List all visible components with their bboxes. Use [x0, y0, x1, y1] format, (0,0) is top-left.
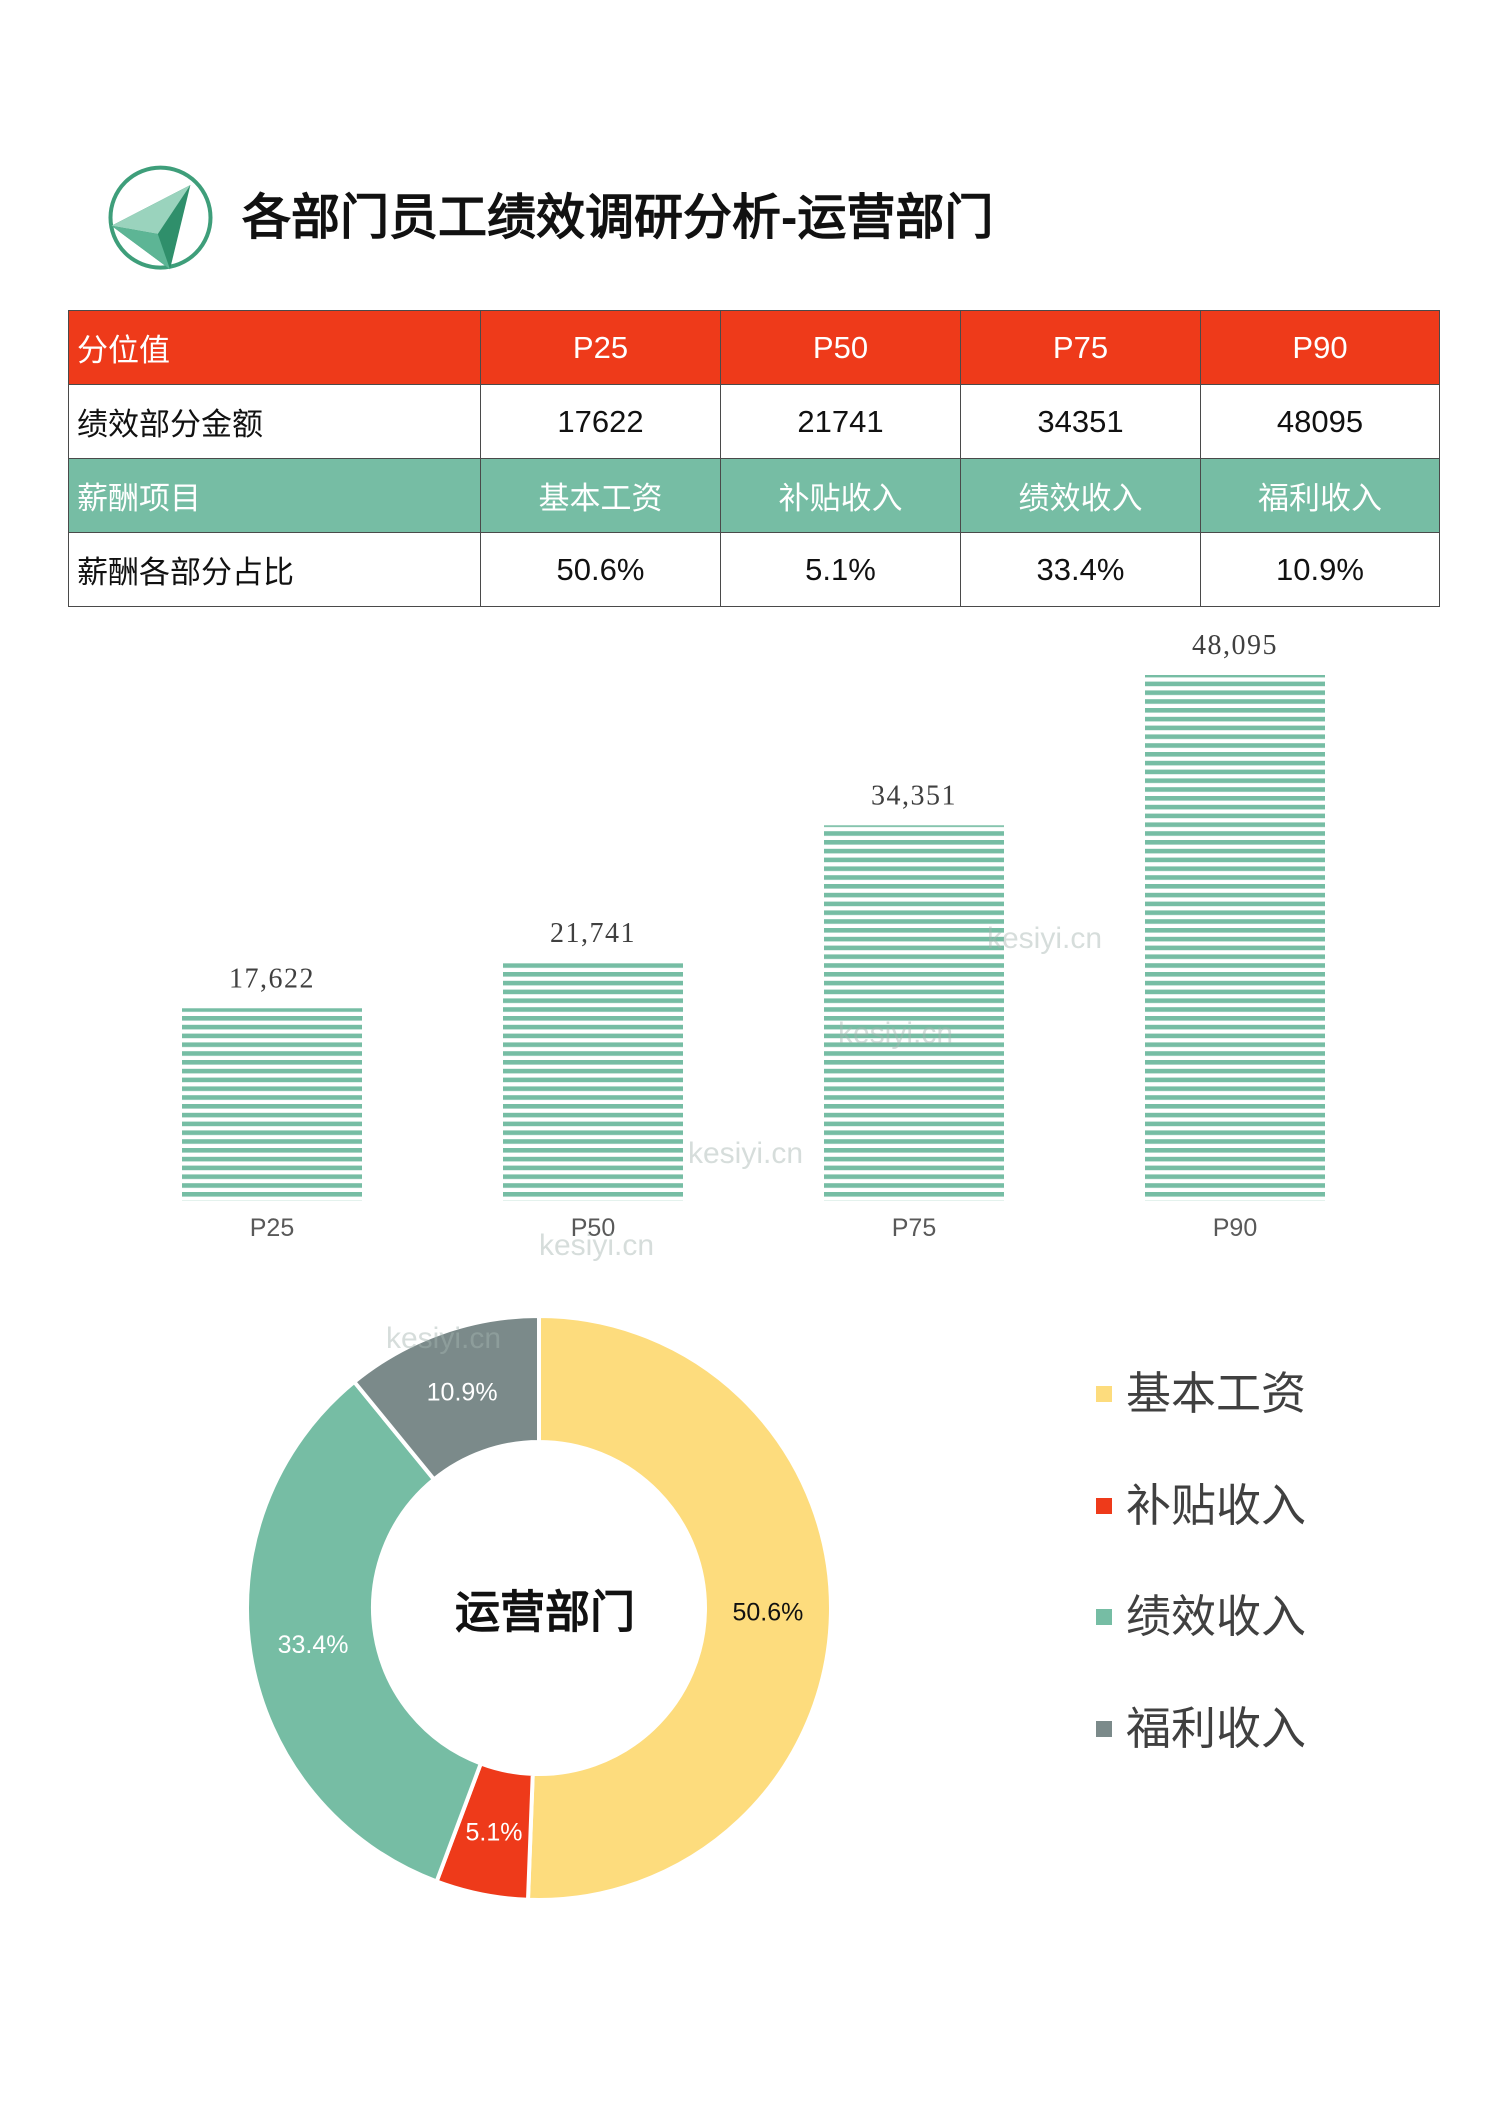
bar-p75 — [824, 825, 1004, 1201]
legend-label: 基本工资 — [1126, 1368, 1307, 1419]
table-row-label: 薪酬项目 — [68, 458, 481, 533]
percentile-bar-chart: 17,622 P25 21,741 P50 34,351 P75 48,095 P90 — [182, 630, 1325, 1242]
table-row-label: 薪酬各部分占比 — [68, 532, 481, 607]
table-row-amount: 绩效部分金额 17622 21741 34351 48095 — [68, 384, 1440, 459]
x-tick-label: P90 — [1213, 1214, 1257, 1242]
bar-value-label: 34,351 — [871, 780, 957, 811]
table-cell: 34351 — [960, 384, 1201, 459]
table-row-label: 绩效部分金额 — [68, 384, 481, 459]
bar-value-label: 21,741 — [550, 918, 636, 949]
table-cell: 33.4% — [960, 532, 1201, 607]
table-row-salary-items: 薪酬项目 基本工资 补贴收入 绩效收入 福利收入 — [68, 458, 1440, 533]
donut-slices — [245, 1313, 833, 1902]
table-cell: 48095 — [1200, 384, 1440, 459]
table-cell: 10.9% — [1200, 532, 1440, 607]
donut-slice-performance — [245, 1379, 484, 1885]
table-cell: P75 — [960, 310, 1201, 385]
table-cell: P50 — [720, 310, 961, 385]
table-cell: 补贴收入 — [720, 458, 961, 533]
donut-labels: 50.6% 5.1% 33.4% 10.9% — [278, 1378, 804, 1846]
legend-swatch — [1096, 1609, 1112, 1625]
donut-value-label: 5.1% — [465, 1819, 522, 1847]
donut-value-label: 33.4% — [278, 1631, 349, 1659]
x-tick-label: P50 — [571, 1214, 615, 1242]
table-cell: 基本工资 — [480, 458, 721, 533]
donut-slice-base-salary — [525, 1313, 833, 1902]
table-cell: 50.6% — [480, 532, 721, 607]
legend-label: 补贴收入 — [1126, 1480, 1307, 1531]
donut-center-label: 运营部门 — [455, 1587, 635, 1638]
pyramid-logo-icon — [108, 165, 213, 270]
legend-label: 绩效收入 — [1126, 1591, 1307, 1642]
x-tick-label: P25 — [250, 1214, 294, 1242]
bar-value-label: 48,095 — [1192, 630, 1278, 661]
legend-swatch — [1096, 1721, 1112, 1737]
bar-p50 — [503, 963, 683, 1201]
legend-label: 福利收入 — [1126, 1703, 1307, 1754]
table-row-percentile: 分位值 P25 P50 P75 P90 — [68, 310, 1440, 385]
salary-donut-chart: 50.6% 5.1% 33.4% 10.9% 运营部门 — [245, 1313, 833, 1902]
legend-item: 基本工资 — [1096, 1364, 1306, 1424]
table-cell: 绩效收入 — [960, 458, 1201, 533]
bar-value-label: 17,622 — [229, 963, 315, 994]
bar-marks: 17,622 P25 21,741 P50 34,351 P75 48,095 P90 — [182, 630, 1325, 1242]
percentile-table: 分位值 P25 P50 P75 P90 绩效部分金额 17622 21741 3… — [68, 310, 1440, 607]
table-cell: 17622 — [480, 384, 721, 459]
table-cell: 福利收入 — [1200, 458, 1440, 533]
donut-slice-welfare — [351, 1313, 541, 1483]
x-tick-label: P75 — [892, 1214, 936, 1242]
table-cell: 5.1% — [720, 532, 961, 607]
bar-p90 — [1145, 675, 1325, 1201]
table-row-share: 薪酬各部分占比 50.6% 5.1% 33.4% 10.9% — [68, 532, 1440, 607]
bar-p25 — [182, 1008, 362, 1201]
donut-value-label: 10.9% — [427, 1378, 498, 1406]
donut-value-label: 50.6% — [733, 1598, 804, 1626]
legend-item: 补贴收入 — [1096, 1476, 1306, 1536]
table-cell: 21741 — [720, 384, 961, 459]
page-title: 各部门员工绩效调研分析-运营部门 — [242, 191, 994, 245]
table-cell: P90 — [1200, 310, 1440, 385]
table-row-label: 分位值 — [68, 310, 481, 385]
table-cell: P25 — [480, 310, 721, 385]
legend-swatch — [1096, 1386, 1112, 1402]
legend-item: 绩效收入 — [1096, 1587, 1306, 1647]
legend-item: 福利收入 — [1096, 1699, 1306, 1759]
legend-swatch — [1096, 1498, 1112, 1514]
